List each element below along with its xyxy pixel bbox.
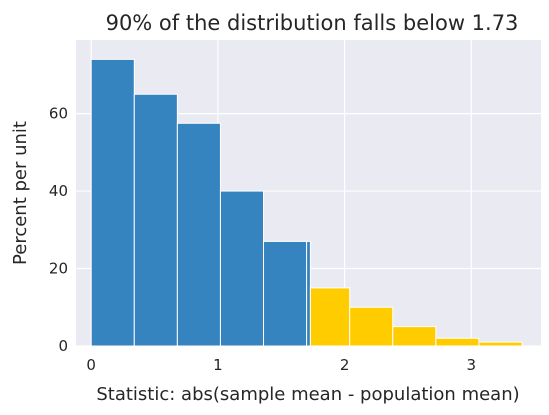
histogram-bar-above <box>392 326 437 347</box>
x-tick-label: 1 <box>213 356 223 374</box>
histogram-bar-below <box>219 190 265 347</box>
y-tick-label: 20 <box>49 260 68 278</box>
histogram-bar-below <box>263 240 308 347</box>
histogram-bar-above <box>309 287 351 347</box>
histogram-bar-below <box>176 122 221 347</box>
y-tick-labels: 0 20 40 60 <box>49 105 68 355</box>
bars <box>90 58 523 347</box>
y-tick-label: 40 <box>49 182 68 200</box>
histogram-bar-above <box>435 337 480 347</box>
x-tick-label: 2 <box>340 356 350 374</box>
histogram-bar-below <box>133 93 178 347</box>
x-tick-labels: 0 1 2 3 <box>86 356 476 374</box>
histogram-bar-above <box>349 306 394 347</box>
y-axis-label: Percent per unit <box>10 121 31 265</box>
histogram-bar-below <box>90 58 135 347</box>
x-axis-label: Statistic: abs(sample mean - population … <box>96 384 519 405</box>
histogram-bar-below <box>306 240 311 347</box>
x-tick-label: 0 <box>86 356 96 374</box>
histogram-bar-above <box>478 341 523 347</box>
y-tick-label: 0 <box>58 337 68 355</box>
x-tick-label: 3 <box>467 356 477 374</box>
chart-title: 90% of the distribution falls below 1.73 <box>106 11 519 35</box>
y-tick-label: 60 <box>49 105 68 123</box>
